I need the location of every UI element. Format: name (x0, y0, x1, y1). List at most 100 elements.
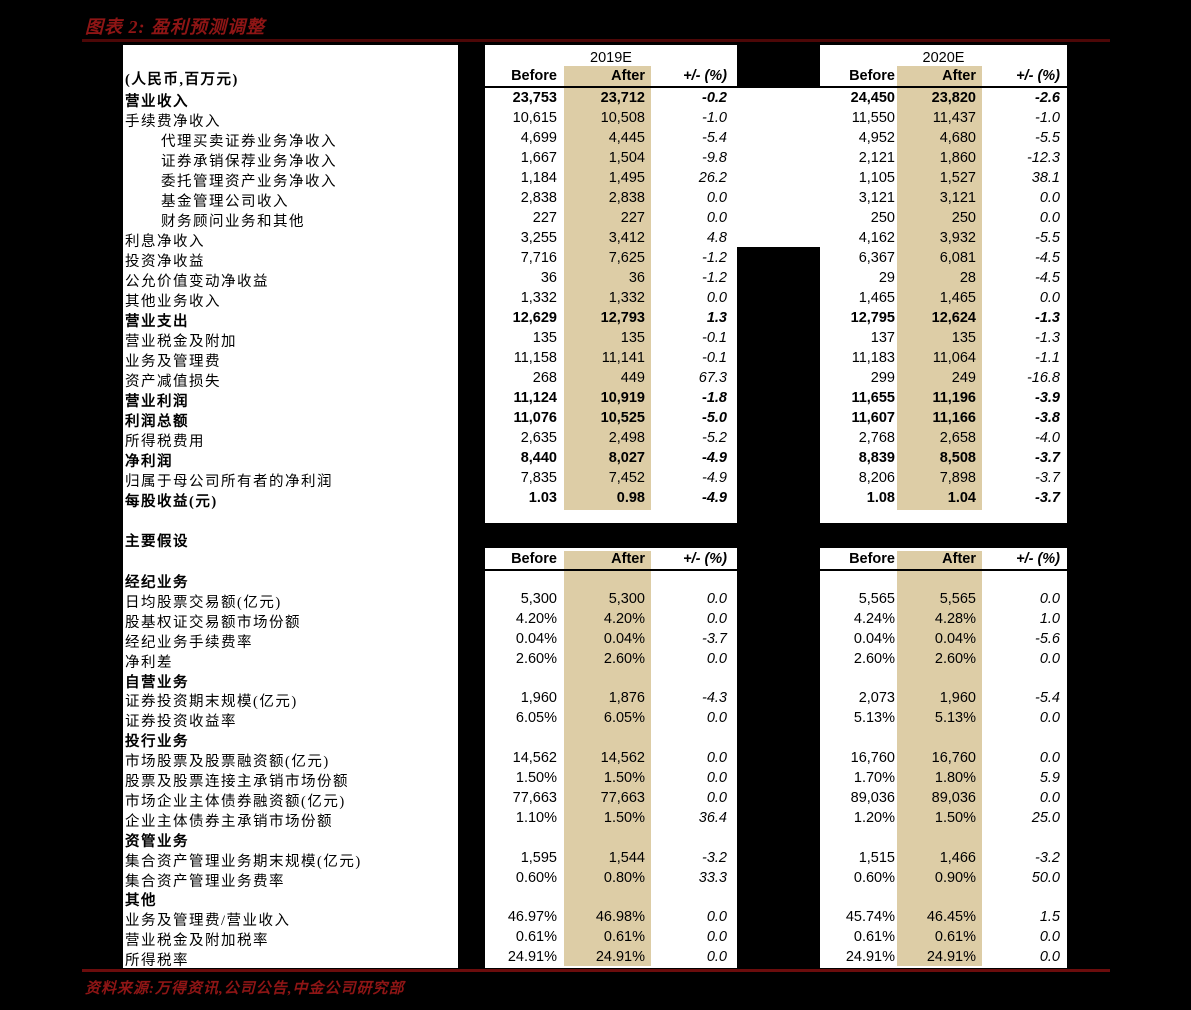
cell: 137 (870, 330, 895, 346)
cell: 1,527 (939, 170, 976, 186)
cell: -9.8 (702, 150, 727, 166)
cell: 1.20% (853, 810, 895, 826)
row-label: 手续费净收入 (125, 114, 221, 130)
cell: 6,081 (939, 250, 976, 266)
row-label: 其他业务收入 (125, 294, 221, 310)
cell: -3.7 (702, 631, 727, 647)
row-label: 股票及股票连接主承销市场份额 (125, 774, 349, 790)
cell: +/- (%) (683, 68, 727, 84)
cell: -4.9 (702, 490, 727, 506)
cell: 14,562 (600, 750, 645, 766)
row-label: 自营业务 (125, 675, 189, 691)
cell: -1.1 (1035, 350, 1060, 366)
row-label: 其他 (125, 893, 157, 909)
cell: 46.98% (595, 909, 645, 925)
row-label: 每股收益(元) (125, 494, 218, 510)
row-label: 资产减值损失 (125, 374, 221, 390)
cell: 2,635 (520, 430, 557, 446)
cell: -3.2 (702, 850, 727, 866)
cell: 4,445 (608, 130, 645, 146)
row-label: 委托管理资产业务净收入 (161, 174, 337, 190)
cell: 8,440 (520, 450, 557, 466)
cell: 0.0 (706, 710, 727, 726)
row-label: 营业税金及附加 (125, 334, 237, 350)
header-rule-2020-income (820, 86, 1067, 88)
cell: 50.0 (1031, 870, 1060, 886)
assumption-row: 股票及股票连接主承销市场份额 1.50% 1.50% 0.0 1.70% 1.80% 5.9 (0, 769, 1191, 790)
cell: 2,073 (858, 690, 895, 706)
cell: 0.60% (515, 870, 557, 886)
cell: 1.80% (934, 770, 976, 786)
cell: -4.9 (702, 450, 727, 466)
cell: 0.0 (706, 290, 727, 306)
row-label: 投资净收益 (125, 254, 205, 270)
assumption-row: 经纪业务手续费率 0.04% 0.04% -3.7 0.04% 0.04% -5.6 (0, 630, 1191, 651)
cell: -5.4 (1035, 690, 1060, 706)
income-row: 投资净收益 7,716 7,625 -1.2 6,367 6,081 -4.5 (0, 249, 1191, 270)
cell: 0.61% (515, 929, 557, 945)
cell: 0.0 (706, 929, 727, 945)
after-column-band-2019-income (564, 66, 651, 510)
cell: 0.0 (1039, 591, 1060, 607)
cell: 8,206 (858, 470, 895, 486)
cell: 2.60% (934, 651, 976, 667)
cell: 3,412 (608, 230, 645, 246)
cell: 14,562 (512, 750, 557, 766)
cell: 2,838 (608, 190, 645, 206)
row-label: 净利润 (125, 454, 173, 470)
cell: 449 (620, 370, 645, 386)
cell: 4.24% (853, 611, 895, 627)
cell: 0.0 (706, 949, 727, 965)
cell: -4.5 (1035, 270, 1060, 286)
cell: -1.0 (702, 110, 727, 126)
cell: 1,860 (939, 150, 976, 166)
row-label: 市场企业主体债券融资额(亿元) (125, 794, 346, 810)
cell: 11,076 (513, 410, 557, 426)
cell: 11,064 (932, 350, 976, 366)
row-label: 归属于母公司所有者的净利润 (125, 474, 333, 490)
after-column-band-2020-assumptions (897, 551, 982, 966)
assumption-row: 证券投资期末规模(亿元) 1,960 1,876 -4.3 2,073 1,960 -5.4 (0, 689, 1191, 710)
cell: 0.0 (706, 909, 727, 925)
cell: 36 (540, 270, 557, 286)
section-label-row: 主要假设 (0, 529, 1191, 550)
row-label: 公允价值变动净收益 (125, 274, 269, 290)
cell: 46.97% (507, 909, 557, 925)
cell: -3.8 (1035, 410, 1060, 426)
header-rule-2019-assumptions (485, 569, 737, 571)
cell: 12,795 (850, 310, 895, 326)
cell: 11,124 (513, 390, 557, 406)
cell: 2.60% (515, 651, 557, 667)
cell: 1,667 (520, 150, 557, 166)
cell: 0.90% (934, 870, 976, 886)
cell: 11,607 (851, 410, 895, 426)
cell: 12,793 (600, 310, 645, 326)
table-panel-labels (123, 45, 458, 968)
assumption-row: 日均股票交易额(亿元) 5,300 5,300 0.0 5,565 5,565 0.0 (0, 590, 1191, 611)
cell: 2.60% (603, 651, 645, 667)
cell: 1.50% (603, 770, 645, 786)
cell: -1.0 (1035, 110, 1060, 126)
cell: 1.10% (515, 810, 557, 826)
cell: 11,437 (932, 110, 976, 126)
table-panel-gap-notch (737, 88, 820, 247)
cell: After (942, 551, 976, 567)
assumption-row: 证券投资收益率 6.05% 6.05% 0.0 5.13% 5.13% 0.0 (0, 709, 1191, 730)
cell: 33.3 (698, 870, 727, 886)
row-label: 经纪业务 (125, 575, 189, 591)
assumption-row: 市场企业主体债券融资额(亿元) 77,663 77,663 0.0 89,036 89,0… (0, 789, 1191, 810)
cell: -1.3 (1035, 310, 1060, 326)
row-label: 业务及管理费 (125, 354, 221, 370)
cell: After (942, 68, 976, 84)
cell: 12,629 (512, 310, 557, 326)
cell: 1,495 (608, 170, 645, 186)
cell: 1,465 (939, 290, 976, 306)
cell: 4.28% (934, 611, 976, 627)
cell: 11,141 (601, 350, 645, 366)
cell: -0.1 (702, 330, 727, 346)
cell: Before (849, 551, 895, 567)
row-label: 业务及管理费/营业收入 (125, 913, 291, 929)
cell: 7,716 (520, 250, 557, 266)
cell: -5.2 (702, 430, 727, 446)
